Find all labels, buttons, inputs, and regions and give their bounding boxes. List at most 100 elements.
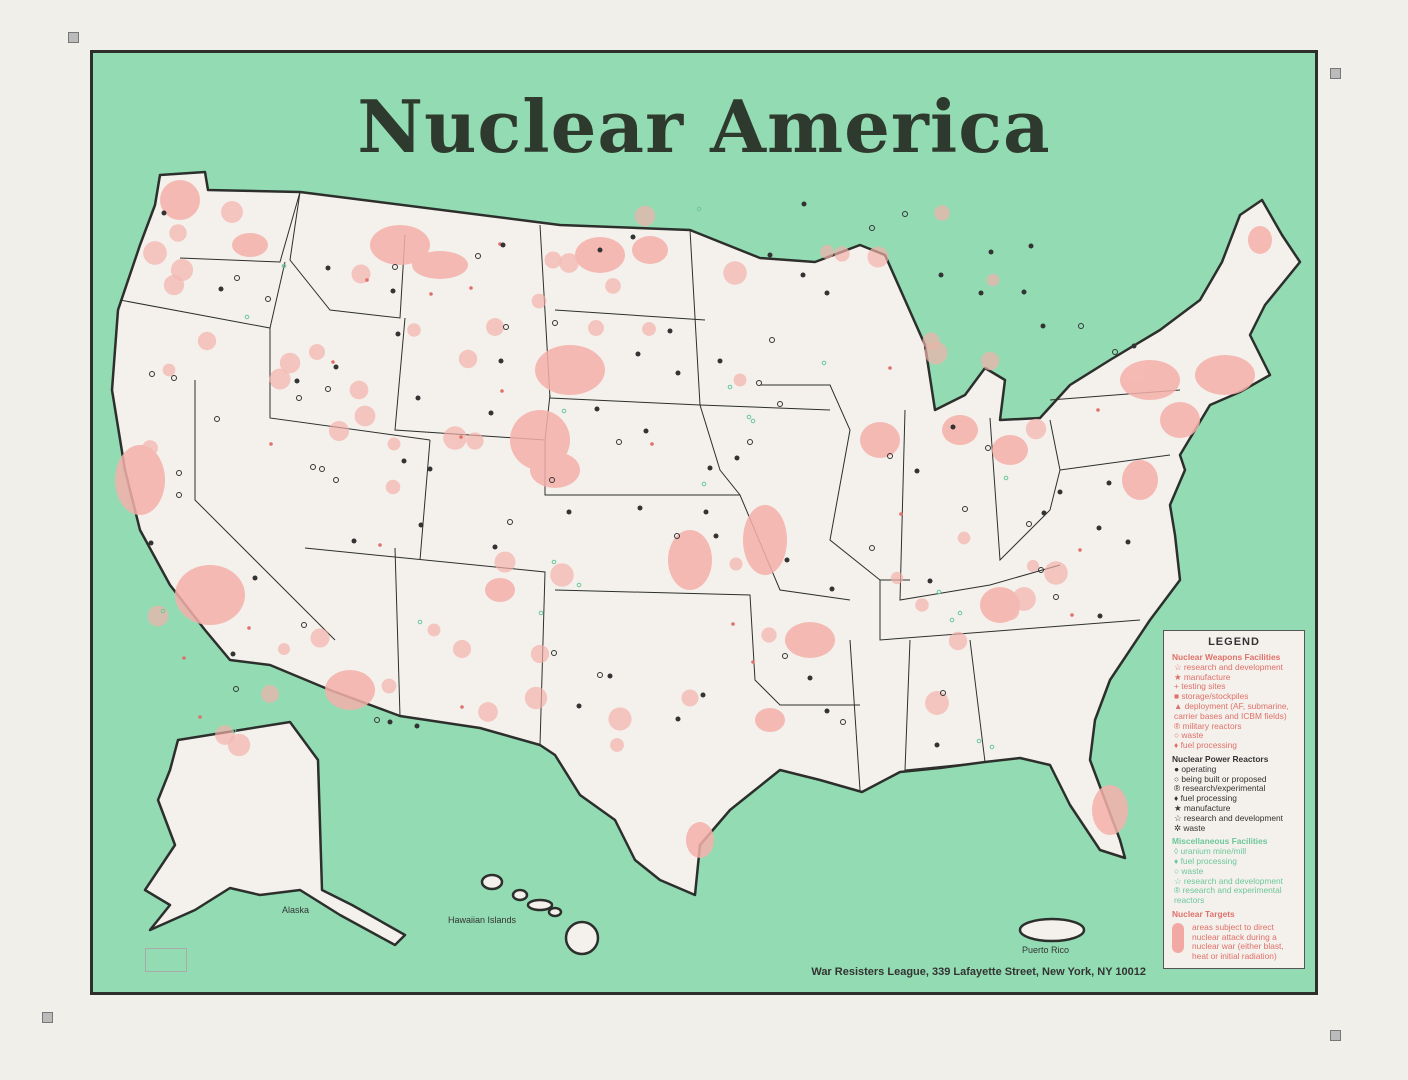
uranium-mine-marker bbox=[957, 610, 963, 616]
uranium-mine-marker bbox=[244, 314, 250, 320]
power-reactor-marker bbox=[218, 286, 224, 292]
alaska bbox=[143, 720, 407, 947]
target-area bbox=[860, 422, 900, 458]
target-area bbox=[890, 571, 904, 585]
target-area bbox=[743, 505, 787, 575]
target-area bbox=[221, 201, 243, 223]
target-area bbox=[785, 622, 835, 658]
target-area bbox=[1044, 561, 1068, 585]
legend-title: LEGEND bbox=[1208, 636, 1260, 648]
uranium-mine-marker bbox=[821, 360, 827, 366]
target-area bbox=[530, 644, 550, 664]
power-reactor-marker bbox=[294, 378, 300, 384]
uranium-mine-marker bbox=[696, 206, 702, 212]
power-reactor-marker bbox=[675, 716, 681, 722]
target-area bbox=[605, 278, 621, 294]
uranium-mine-marker bbox=[989, 744, 995, 750]
target-area bbox=[668, 530, 712, 590]
legend-item: ○ waste bbox=[1174, 865, 1204, 876]
proposed-reactor-marker bbox=[597, 672, 603, 678]
proposed-reactor-marker bbox=[747, 439, 753, 445]
facility-markers bbox=[148, 201, 1137, 750]
power-reactor-marker bbox=[1057, 489, 1063, 495]
power-reactor-marker bbox=[934, 742, 940, 748]
power-reactor-marker bbox=[607, 673, 613, 679]
legend-item: ● operating bbox=[1174, 763, 1217, 774]
thumbtack bbox=[1330, 68, 1341, 79]
target-area bbox=[559, 253, 579, 273]
proposed-reactor-marker bbox=[782, 653, 788, 659]
power-reactor-marker bbox=[390, 288, 396, 294]
proposed-reactor-marker bbox=[1026, 521, 1032, 527]
power-reactor-marker bbox=[1021, 289, 1027, 295]
target-area bbox=[162, 363, 176, 377]
target-area bbox=[370, 225, 430, 265]
power-reactor-marker bbox=[1028, 243, 1034, 249]
power-reactor-marker bbox=[643, 428, 649, 434]
proposed-reactor-marker bbox=[333, 477, 339, 483]
power-reactor-marker bbox=[824, 708, 830, 714]
target-area bbox=[547, 469, 561, 483]
target-area bbox=[531, 293, 547, 309]
power-reactor-marker bbox=[703, 509, 709, 515]
uranium-mine-marker bbox=[976, 738, 982, 744]
legend-item: ☆ research and development bbox=[1174, 661, 1284, 672]
target-area bbox=[588, 320, 604, 336]
legend-item: ▲ deployment (AF, submarine, carrier bas… bbox=[1174, 700, 1289, 721]
target-area bbox=[443, 426, 467, 450]
power-reactor-marker bbox=[700, 692, 706, 698]
proposed-reactor-marker bbox=[616, 439, 622, 445]
target-area bbox=[524, 686, 548, 710]
target-area bbox=[948, 631, 968, 651]
target-area bbox=[232, 233, 268, 257]
target-area bbox=[478, 702, 498, 722]
power-reactor-marker bbox=[914, 468, 920, 474]
target-area bbox=[147, 605, 169, 627]
target-area bbox=[924, 341, 948, 365]
target-area bbox=[1248, 226, 1272, 254]
power-reactor-marker bbox=[387, 719, 393, 725]
target-area bbox=[986, 273, 1000, 287]
proposed-reactor-marker bbox=[840, 719, 846, 725]
label-hawaiian-islands: Hawaiian Islands bbox=[448, 915, 517, 925]
thumbtack bbox=[1330, 1030, 1341, 1041]
power-reactor-marker bbox=[395, 331, 401, 337]
legend: LEGEND Nuclear Weapons Facilities ☆ rese… bbox=[1163, 630, 1305, 969]
uranium-mine-marker bbox=[727, 384, 733, 390]
proposed-reactor-marker bbox=[1112, 349, 1118, 355]
label-puerto-rico: Puerto Rico bbox=[1022, 945, 1070, 955]
power-reactor-marker bbox=[630, 234, 636, 240]
proposed-reactor-marker bbox=[176, 492, 182, 498]
uranium-mine-marker bbox=[281, 263, 287, 269]
power-reactor-marker bbox=[597, 247, 603, 253]
puerto-rico bbox=[1018, 917, 1086, 943]
power-reactor-marker bbox=[734, 455, 740, 461]
power-reactor-marker bbox=[637, 505, 643, 511]
power-reactor-marker bbox=[988, 249, 994, 255]
weapons-facility-marker bbox=[460, 705, 464, 709]
target-area bbox=[1012, 587, 1036, 611]
footer-address: War Resisters League, 339 Lafayette Stre… bbox=[811, 966, 1146, 978]
target-area-swatch bbox=[1172, 922, 1184, 953]
target-area bbox=[1120, 360, 1180, 400]
power-reactor-marker bbox=[1131, 343, 1137, 349]
legend-item: ○ waste bbox=[1174, 730, 1204, 741]
proposed-reactor-marker bbox=[549, 477, 555, 483]
legend-item: ◊ uranium mine/mill bbox=[1174, 846, 1247, 857]
target-area bbox=[310, 628, 330, 648]
power-reactor-marker bbox=[576, 703, 582, 709]
target-area bbox=[1122, 460, 1158, 500]
target-area bbox=[170, 258, 194, 282]
target-area bbox=[427, 623, 441, 637]
legend-item: ★ manufacture bbox=[1174, 671, 1231, 682]
weapons-facility-marker bbox=[469, 286, 473, 290]
power-reactor-marker bbox=[1097, 613, 1103, 619]
power-reactor-marker bbox=[351, 538, 357, 544]
uranium-mine-marker bbox=[1003, 475, 1009, 481]
proposed-reactor-marker bbox=[985, 445, 991, 451]
target-area bbox=[143, 461, 157, 475]
target-area bbox=[992, 435, 1028, 465]
target-area bbox=[452, 639, 472, 659]
uranium-mine-marker bbox=[750, 418, 756, 424]
proposed-reactor-marker bbox=[325, 386, 331, 392]
